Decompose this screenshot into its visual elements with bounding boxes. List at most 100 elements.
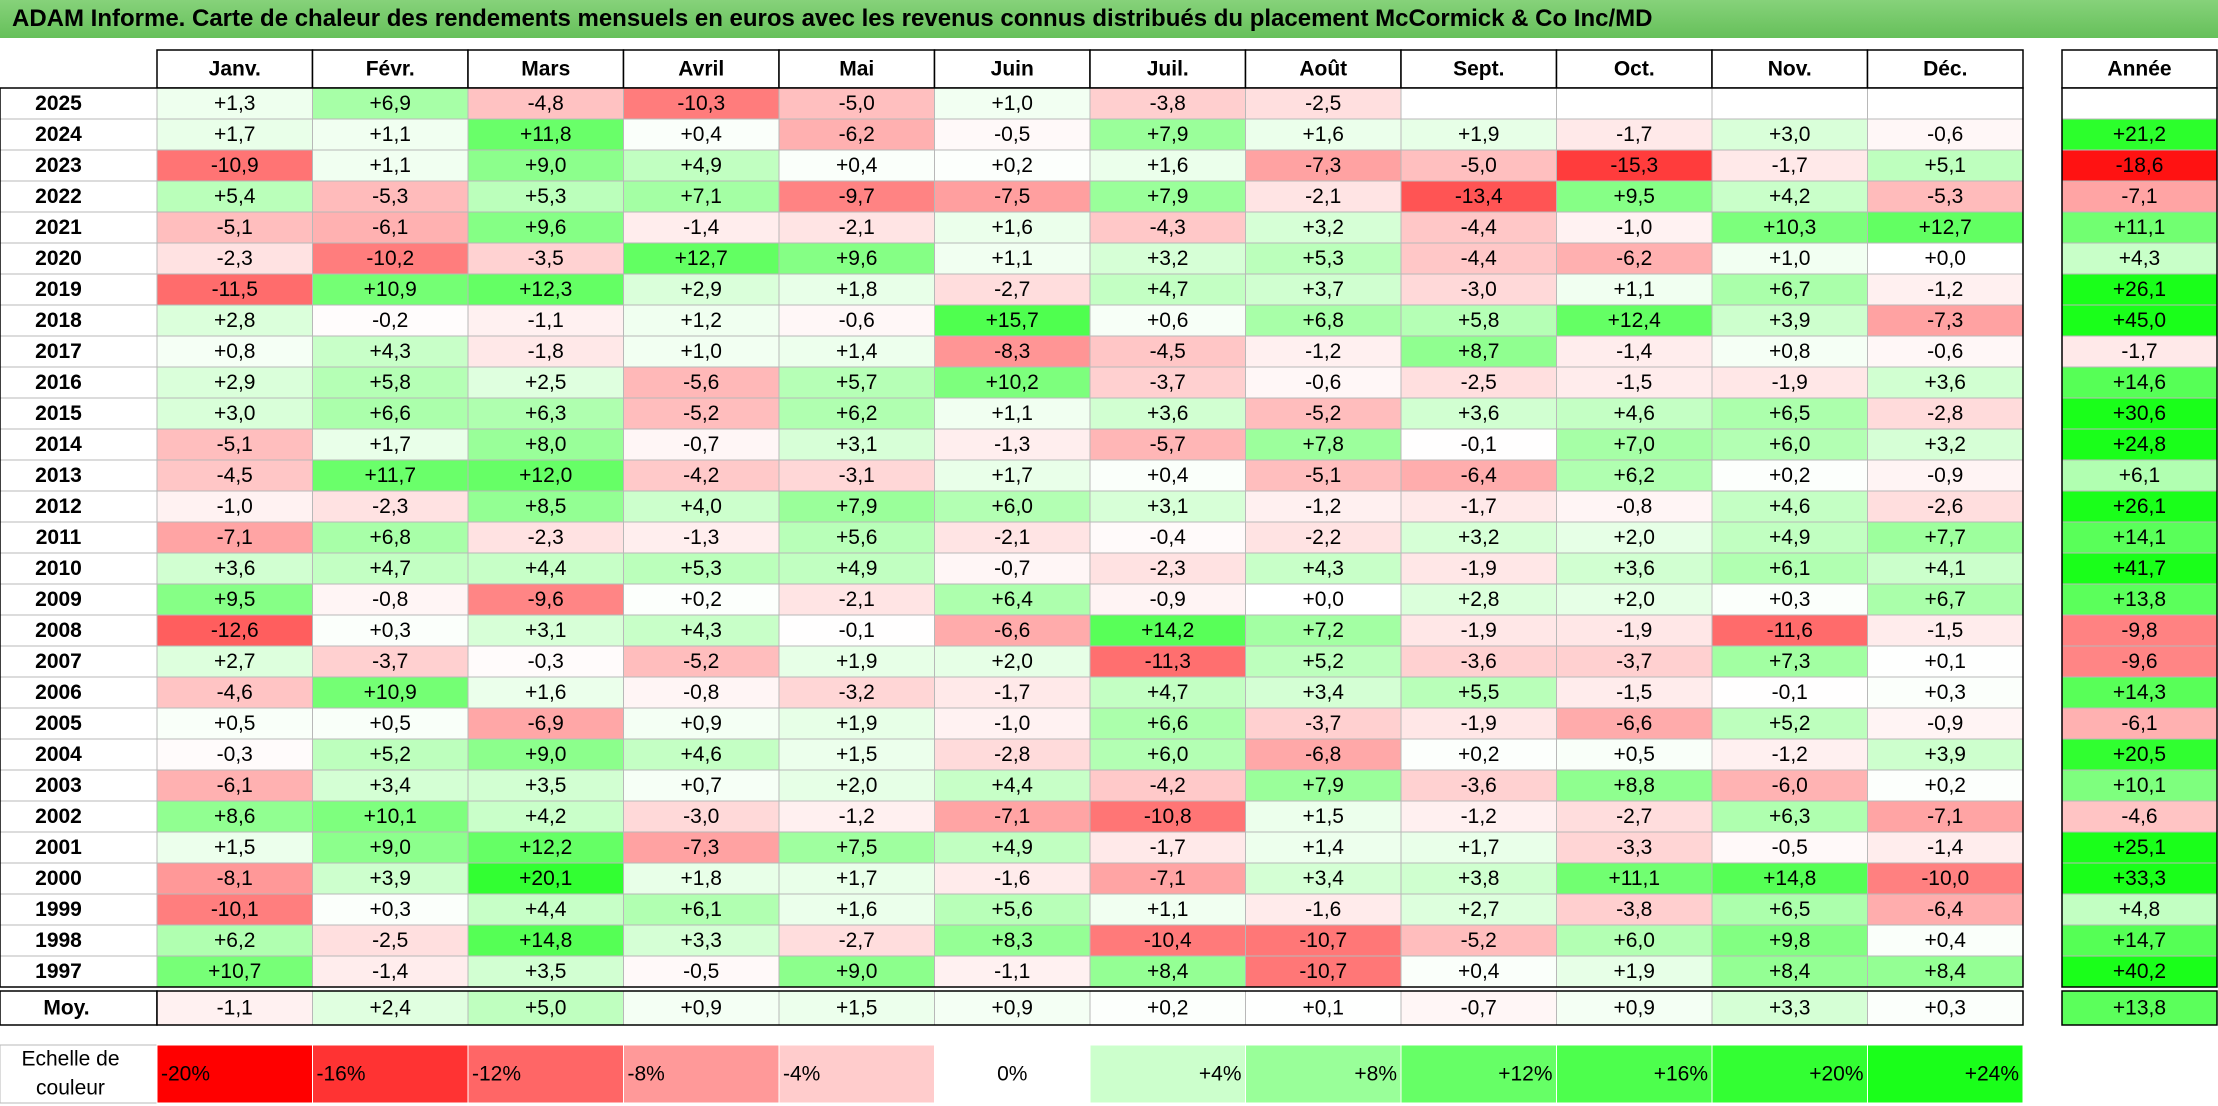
heatmap-cell [1711, 149, 1868, 182]
heatmap-cell [1556, 428, 1713, 461]
cell-value: +15,7 [986, 309, 1039, 332]
cell-value: +4,4 [525, 898, 567, 921]
cell-value: +8,4 [1147, 960, 1189, 983]
row-year-label: 2021 [35, 216, 82, 239]
average-cell [1245, 990, 1402, 1026]
cell-value: -2,3 [528, 526, 564, 549]
cell-value: +3,3 [681, 929, 722, 952]
average-value: +3,3 [1769, 997, 1810, 1020]
heatmap-cell [1711, 211, 1868, 244]
cell-value: -0,8 [1616, 495, 1652, 518]
cell-value: +1,0 [1769, 247, 1810, 270]
annual-cell [2061, 397, 2218, 430]
heatmap-cell [1089, 397, 1246, 430]
year-cell [0, 552, 158, 585]
cell-value: +9,0 [836, 960, 877, 983]
year-cell [0, 521, 158, 554]
cell-value: +14,8 [519, 929, 572, 952]
cell-value: +4,2 [525, 805, 566, 828]
heatmap-cell [778, 676, 935, 709]
cell-value: -0,4 [1150, 526, 1187, 549]
cell-value: +1,1 [992, 247, 1033, 270]
scale-stop-label: -4% [783, 1063, 820, 1086]
cell-value: -4,6 [217, 681, 253, 704]
annual-border [2061, 87, 2218, 988]
row-year-label: 2015 [35, 402, 82, 425]
heatmap-cell [778, 118, 935, 151]
annual-value: +14,3 [2113, 681, 2166, 704]
cell-value: +1,4 [1303, 836, 1345, 859]
cell-value: -2,5 [1461, 371, 1497, 394]
scale-label: couleur [36, 1077, 105, 1100]
heatmap-cell [1400, 87, 1557, 120]
annual-value: +25,1 [2113, 836, 2166, 859]
row-year-label: 2014 [35, 433, 82, 456]
cell-value: -5,2 [1305, 402, 1341, 425]
heatmap-cell [467, 490, 624, 523]
cell-value: -1,2 [1461, 805, 1497, 828]
scale-stop-label: 0% [997, 1063, 1027, 1086]
heatmap-cell [934, 180, 1091, 213]
cell-value: +1,1 [1147, 898, 1188, 921]
heatmap-cell [467, 459, 624, 492]
cell-value: -4,4 [1461, 247, 1498, 270]
cell-value: -10,3 [677, 92, 725, 115]
cell-value: +3,1 [525, 619, 566, 642]
heatmap-cell [934, 862, 1091, 895]
row-year-label: 2005 [35, 712, 82, 735]
annual-cell [2061, 490, 2218, 523]
cell-value: +2,0 [836, 774, 877, 797]
cell-value: -3,2 [839, 681, 875, 704]
cell-value: -5,0 [839, 92, 875, 115]
heatmap-cell [1089, 738, 1246, 771]
cell-value: +4,2 [1769, 185, 1810, 208]
cell-value: +7,9 [1147, 185, 1188, 208]
cell-value: +1,6 [525, 681, 566, 704]
scale-stop-label: +4% [1199, 1063, 1242, 1086]
heatmap-cell [312, 335, 469, 368]
cell-value: +5,3 [1303, 247, 1344, 270]
heatmap-cell [623, 273, 780, 306]
cell-value: -6,1 [372, 216, 408, 239]
heatmap-cell [312, 397, 469, 430]
heatmap-cell [1245, 614, 1402, 647]
heatmap-cell [312, 180, 469, 213]
heatmap-cell [467, 893, 624, 926]
cell-value: +3,9 [1925, 743, 1966, 766]
cell-value: +3,1 [1147, 495, 1188, 518]
heatmap-cell [1556, 955, 1713, 988]
cell-value: +4,9 [681, 154, 722, 177]
heatmap-cell [1245, 552, 1402, 585]
cell-value: +9,0 [370, 836, 411, 859]
scale-stop-label: +12% [1498, 1063, 1552, 1086]
annual-value: +6,1 [2119, 464, 2160, 487]
cell-value: -0,6 [839, 309, 875, 332]
cell-value: +12,7 [1919, 216, 1972, 239]
cell-value: +12,2 [519, 836, 572, 859]
cell-value: -7,1 [994, 805, 1030, 828]
month-header: Janv. [209, 58, 261, 81]
annual-cell [2061, 180, 2218, 213]
row-year-label: 1998 [35, 929, 82, 952]
cell-value: +0,4 [836, 154, 878, 177]
row-year-label: 2007 [35, 650, 82, 673]
cell-value: -0,3 [528, 650, 564, 673]
cell-value: +2,7 [214, 650, 255, 673]
scale-stop-label: -20% [161, 1063, 210, 1086]
heatmap-cell [1867, 521, 2024, 554]
cell-value: +1,9 [1614, 960, 1655, 983]
average-value: +0,1 [1303, 997, 1344, 1020]
month-header: Oct. [1614, 58, 1655, 81]
annual-value: +11,1 [2114, 216, 2166, 239]
row-year-label: 1997 [35, 960, 82, 983]
cell-value: -15,3 [1610, 154, 1658, 177]
annual-value: +30,6 [2113, 402, 2166, 425]
heatmap-cell [1245, 397, 1402, 430]
heatmap-cell [1400, 273, 1557, 306]
cell-value: -0,9 [1927, 464, 1963, 487]
annual-cell [2061, 118, 2218, 151]
heatmap-cell [1245, 211, 1402, 244]
row-year-label: 2024 [35, 123, 82, 146]
cell-value: +1,1 [1614, 278, 1655, 301]
cell-value: +6,7 [1769, 278, 1810, 301]
